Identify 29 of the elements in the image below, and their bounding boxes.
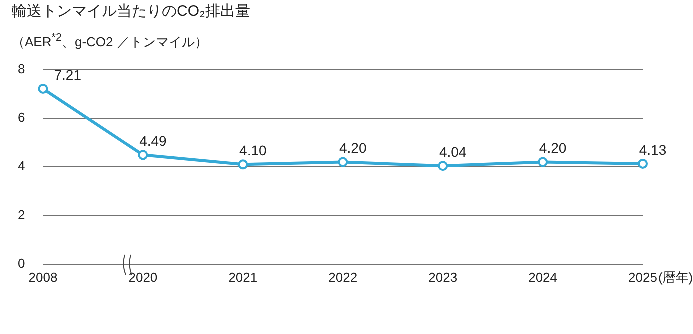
y-tick-label: 4: [18, 158, 26, 174]
data-label: 7.21: [54, 66, 82, 83]
x-tick-label: 2008: [28, 270, 58, 285]
point: [638, 158, 648, 169]
y-tick-label: 6: [18, 110, 26, 126]
x-tick-label: 2024: [528, 270, 558, 285]
x-axis-title: (暦年): [658, 270, 693, 285]
x-tick-label: 2023: [428, 270, 458, 285]
point: [538, 157, 548, 168]
x-tick-label: 2021: [228, 270, 258, 285]
point: [38, 84, 48, 94]
x-tick-label: 2020: [128, 270, 158, 285]
point: [238, 160, 248, 170]
data-label: 4.10: [240, 142, 267, 159]
data-label: 4.04: [439, 144, 467, 160]
chart-title: 輸送トンマイル当たりのCO₂排出量: [12, 2, 250, 21]
x-tick-label: 2025: [628, 270, 658, 285]
x-tick-label: 2022: [328, 270, 358, 285]
data-label: 4.20: [539, 140, 567, 156]
data-label: 4.13: [639, 142, 667, 158]
y-tick-label: 0: [18, 256, 26, 271]
y-axis-title: （AER$^{*2}$、g-CO2 ／トンマイル）: [12, 32, 208, 52]
point: [438, 161, 448, 172]
point: [138, 150, 148, 160]
y-tick-label: 2: [18, 207, 26, 222]
y-tick-label: 8: [18, 61, 26, 76]
data-label: 4.20: [339, 140, 367, 156]
point: [338, 157, 348, 168]
data-label: 4.49: [140, 133, 168, 150]
